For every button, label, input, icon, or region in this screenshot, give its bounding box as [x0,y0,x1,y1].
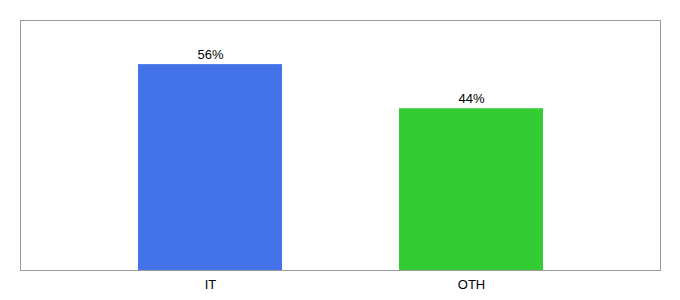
svg-text:44%: 44% [458,91,484,106]
svg-text:IT: IT [205,277,217,292]
svg-text:OTH: OTH [458,277,485,292]
svg-text:56%: 56% [197,47,223,62]
